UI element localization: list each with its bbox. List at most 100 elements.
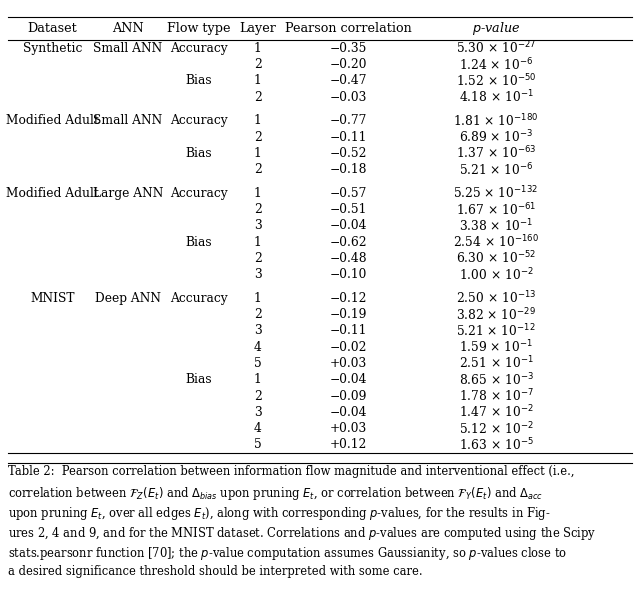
- Text: 1.52 × 10$^{-50}$: 1.52 × 10$^{-50}$: [456, 72, 536, 89]
- Text: 1: 1: [254, 42, 262, 55]
- Text: 3: 3: [254, 325, 262, 337]
- Text: correlation between $\mathcal{F}_Z(E_t)$ and $\Delta_{bias}$ upon pruning $E_t$,: correlation between $\mathcal{F}_Z(E_t)$…: [8, 485, 543, 502]
- Text: 3: 3: [254, 268, 262, 281]
- Text: upon pruning $E_t$, over all edges $E_t$), along with corresponding $p$-values, : upon pruning $E_t$, over all edges $E_t$…: [8, 505, 550, 522]
- Text: 1: 1: [254, 114, 262, 127]
- Text: 1.78 × 10$^{-7}$: 1.78 × 10$^{-7}$: [459, 388, 533, 404]
- Text: 2: 2: [254, 252, 262, 265]
- Text: −0.19: −0.19: [330, 308, 367, 321]
- Text: 1: 1: [254, 292, 262, 305]
- Text: 2.51 × 10$^{-1}$: 2.51 × 10$^{-1}$: [459, 355, 533, 371]
- Text: −0.02: −0.02: [330, 340, 367, 354]
- Text: Layer: Layer: [239, 22, 276, 35]
- Text: Accuracy: Accuracy: [170, 187, 227, 199]
- Text: ANN: ANN: [112, 22, 144, 35]
- Text: −0.10: −0.10: [330, 268, 367, 281]
- Text: 5: 5: [254, 357, 262, 370]
- Text: −0.04: −0.04: [330, 219, 367, 232]
- Text: 2.54 × 10$^{-160}$: 2.54 × 10$^{-160}$: [453, 234, 539, 250]
- Text: 2: 2: [254, 58, 262, 71]
- Text: −0.52: −0.52: [330, 147, 367, 160]
- Text: MNIST: MNIST: [30, 292, 75, 305]
- Text: −0.11: −0.11: [330, 325, 367, 337]
- Text: Bias: Bias: [185, 147, 212, 160]
- Text: 5.21 × 10$^{-6}$: 5.21 × 10$^{-6}$: [459, 161, 533, 178]
- Text: 5.12 × 10$^{-2}$: 5.12 × 10$^{-2}$: [459, 420, 533, 437]
- Text: −0.18: −0.18: [330, 163, 367, 176]
- Text: Large ANN: Large ANN: [93, 187, 163, 199]
- Text: 1.59 × 10$^{-1}$: 1.59 × 10$^{-1}$: [459, 339, 533, 356]
- Text: Bias: Bias: [185, 236, 212, 249]
- Text: −0.11: −0.11: [330, 131, 367, 143]
- Text: 1: 1: [254, 236, 262, 249]
- Text: −0.20: −0.20: [330, 58, 367, 71]
- Text: 3: 3: [254, 219, 262, 232]
- Text: 4: 4: [254, 422, 262, 435]
- Text: 6.89 × 10$^{-3}$: 6.89 × 10$^{-3}$: [459, 129, 533, 145]
- Text: +0.03: +0.03: [330, 422, 367, 435]
- Text: 5: 5: [254, 438, 262, 451]
- Text: 1.37 × 10$^{-63}$: 1.37 × 10$^{-63}$: [456, 145, 536, 162]
- Text: Modified Adult: Modified Adult: [6, 187, 99, 199]
- Text: Bias: Bias: [185, 373, 212, 386]
- Text: −0.48: −0.48: [330, 252, 367, 265]
- Text: Modified Adult: Modified Adult: [6, 114, 99, 127]
- Text: 2: 2: [254, 91, 262, 103]
- Text: 2: 2: [254, 131, 262, 143]
- Text: −0.35: −0.35: [330, 42, 367, 55]
- Text: 2: 2: [254, 308, 262, 321]
- Text: 4.18 × 10$^{-1}$: 4.18 × 10$^{-1}$: [459, 89, 533, 105]
- Text: Accuracy: Accuracy: [170, 114, 227, 127]
- Text: Accuracy: Accuracy: [170, 292, 227, 305]
- Text: 5.21 × 10$^{-12}$: 5.21 × 10$^{-12}$: [456, 323, 536, 339]
- Text: Flow type: Flow type: [166, 22, 230, 35]
- Text: Dataset: Dataset: [28, 22, 77, 35]
- Text: −0.62: −0.62: [330, 236, 367, 249]
- Text: 1: 1: [254, 373, 262, 386]
- Text: a desired significance threshold should be interpreted with some care.: a desired significance threshold should …: [8, 565, 422, 578]
- Text: Synthetic: Synthetic: [23, 42, 82, 55]
- Text: 1.63 × 10$^{-5}$: 1.63 × 10$^{-5}$: [459, 437, 533, 453]
- Text: −0.77: −0.77: [330, 114, 367, 127]
- Text: 2: 2: [254, 163, 262, 176]
- Text: $p$-value: $p$-value: [472, 20, 520, 37]
- Text: 5.30 × 10$^{-27}$: 5.30 × 10$^{-27}$: [456, 40, 536, 57]
- Text: 1: 1: [254, 147, 262, 160]
- Text: +0.03: +0.03: [330, 357, 367, 370]
- Text: 4: 4: [254, 340, 262, 354]
- Text: 1.81 × 10$^{-180}$: 1.81 × 10$^{-180}$: [453, 112, 539, 129]
- Text: Bias: Bias: [185, 74, 212, 88]
- Text: 1.24 × 10$^{-6}$: 1.24 × 10$^{-6}$: [459, 57, 533, 73]
- Text: −0.09: −0.09: [330, 390, 367, 402]
- Text: Pearson correlation: Pearson correlation: [285, 22, 412, 35]
- Text: −0.03: −0.03: [330, 91, 367, 103]
- Text: 3.82 × 10$^{-29}$: 3.82 × 10$^{-29}$: [456, 306, 536, 323]
- Text: 8.65 × 10$^{-3}$: 8.65 × 10$^{-3}$: [458, 371, 534, 388]
- Text: 5.25 × 10$^{-132}$: 5.25 × 10$^{-132}$: [453, 185, 539, 201]
- Text: 1: 1: [254, 74, 262, 88]
- Text: 6.30 × 10$^{-52}$: 6.30 × 10$^{-52}$: [456, 250, 536, 267]
- Text: Table 2:  Pearson correlation between information flow magnitude and interventio: Table 2: Pearson correlation between inf…: [8, 465, 574, 478]
- Text: +0.12: +0.12: [330, 438, 367, 451]
- Text: −0.57: −0.57: [330, 187, 367, 199]
- Text: −0.12: −0.12: [330, 292, 367, 305]
- Text: Small ANN: Small ANN: [93, 114, 163, 127]
- Text: 1.00 × 10$^{-2}$: 1.00 × 10$^{-2}$: [459, 266, 533, 283]
- Text: Accuracy: Accuracy: [170, 42, 227, 55]
- Text: 3: 3: [254, 406, 262, 419]
- Text: 2: 2: [254, 203, 262, 216]
- Text: Small ANN: Small ANN: [93, 42, 163, 55]
- Text: −0.04: −0.04: [330, 406, 367, 419]
- Text: −0.51: −0.51: [330, 203, 367, 216]
- Text: 1.67 × 10$^{-61}$: 1.67 × 10$^{-61}$: [456, 201, 536, 218]
- Text: ures 2, 4 and 9, and for the MNIST dataset. Correlations and $p$-values are comp: ures 2, 4 and 9, and for the MNIST datas…: [8, 525, 596, 542]
- Text: 1.47 × 10$^{-2}$: 1.47 × 10$^{-2}$: [459, 404, 533, 421]
- Text: 3.38 × 10$^{-1}$: 3.38 × 10$^{-1}$: [459, 218, 533, 234]
- Text: 1: 1: [254, 187, 262, 199]
- Text: Deep ANN: Deep ANN: [95, 292, 161, 305]
- Text: 2: 2: [254, 390, 262, 402]
- Text: −0.04: −0.04: [330, 373, 367, 386]
- Text: −0.47: −0.47: [330, 74, 367, 88]
- Text: stats.pearsonr function [70]; the $p$-value computation assumes Gaussianity, so : stats.pearsonr function [70]; the $p$-va…: [8, 545, 567, 562]
- Text: 2.50 × 10$^{-13}$: 2.50 × 10$^{-13}$: [456, 290, 536, 306]
